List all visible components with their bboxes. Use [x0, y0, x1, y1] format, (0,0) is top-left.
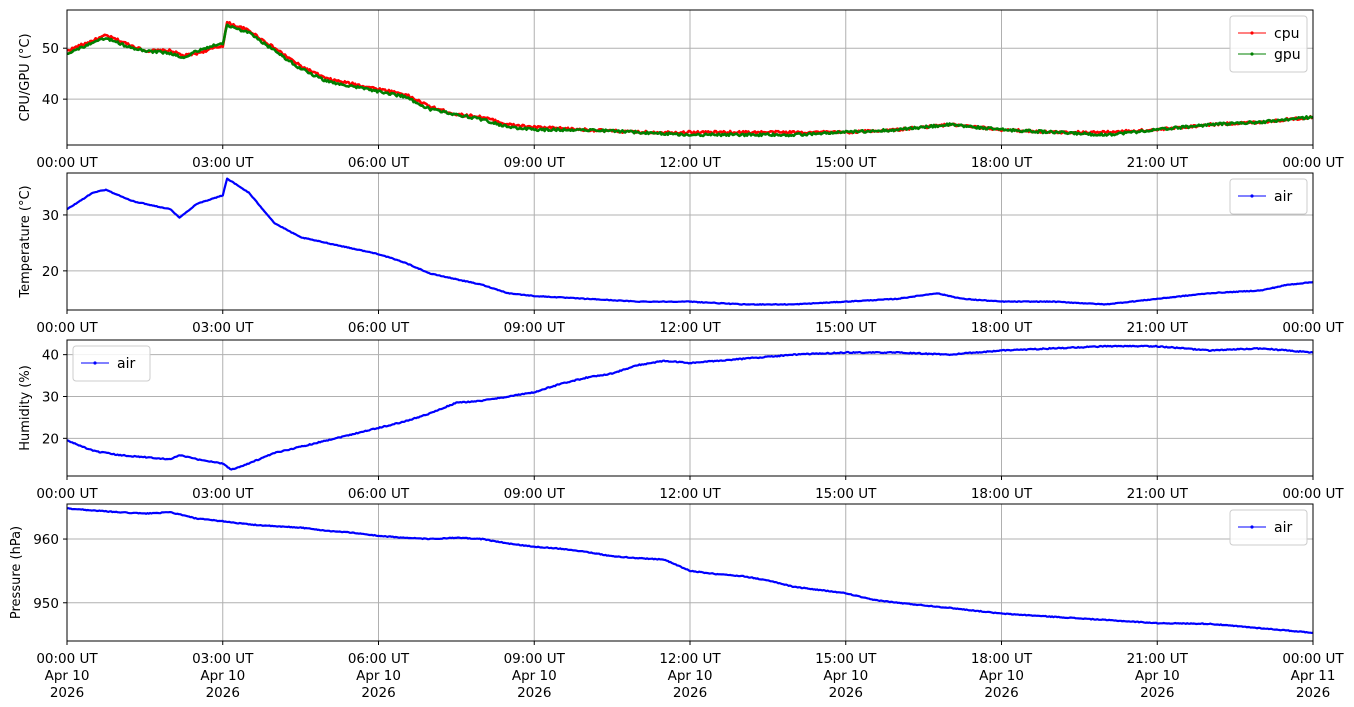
legend-box [72, 345, 151, 382]
x-tick-date: Apr 10 [45, 668, 90, 684]
x-tick-label: 00:00 UT [36, 486, 98, 502]
x-tick-label: 18:00 UT [971, 155, 1033, 171]
x-tick-date: Apr 10 [1135, 668, 1180, 684]
subplots: 40 50 00:00 UT 03:00 UT 06:00 UT 09:00 UT 12:0… [9, 9, 1344, 701]
x-tick-year: 2026 [829, 685, 863, 701]
x-tick-label: 12:00 UT [659, 651, 721, 667]
x-tick-year: 2026 [1296, 685, 1330, 701]
x-tick-year: 2026 [984, 685, 1018, 701]
series-line-air [66, 507, 1314, 634]
x-tick-label: 00:00 UT [1282, 155, 1344, 171]
x-tick-year: 2026 [206, 685, 240, 701]
y-axis-label: CPU/GPU (°C) [18, 33, 33, 121]
legend-marker-gpu [1250, 52, 1254, 56]
legend-marker-air [1250, 525, 1254, 529]
y-tick-label: 40 [42, 348, 59, 364]
y-tick-label: 950 [33, 596, 59, 612]
x-tick-year: 2026 [517, 685, 551, 701]
y-tick-label: 30 [42, 389, 59, 405]
y-tick-label: 40 [42, 92, 59, 108]
x-tick-label: 00:00 UT [36, 651, 98, 667]
legend-label-air: air [117, 356, 135, 372]
y-axis-label: Temperature (°C) [18, 185, 33, 298]
x-tick-label: 09:00 UT [504, 320, 566, 336]
x-tick-label: 03:00 UT [192, 320, 254, 336]
subplot-1: 40 50 00:00 UT 03:00 UT 06:00 UT 09:00 UT 12:0… [18, 9, 1344, 171]
x-tick-year: 2026 [361, 685, 395, 701]
legend-label-air: air [1274, 189, 1292, 205]
x-tick-label: 06:00 UT [348, 320, 410, 336]
x-tick-label: 12:00 UT [659, 486, 721, 502]
y-tick-label: 50 [42, 41, 59, 57]
x-tick-label: 06:00 UT [348, 486, 410, 502]
x-tick-label: 15:00 UT [815, 651, 877, 667]
y-tick-label: 20 [42, 264, 59, 280]
x-tick-label: 21:00 UT [1127, 155, 1189, 171]
subplot-2: 20 30 00:00 UT 03:00 UT 06:00 UT 09:00 UT 12:0… [18, 172, 1344, 336]
x-tick-label: 00:00 UT [1282, 651, 1344, 667]
y-tick-label: 30 [42, 208, 59, 224]
series-line-gpu [67, 23, 1314, 138]
series-line-air [66, 344, 1314, 471]
x-tick-label: 00:00 UT [36, 320, 98, 336]
x-tick-label: 00:00 UT [1282, 320, 1344, 336]
legend-box [1229, 509, 1308, 546]
legend-marker-cpu [1250, 31, 1254, 35]
x-tick-label: 09:00 UT [504, 651, 566, 667]
x-tick-label: 15:00 UT [815, 155, 877, 171]
x-tick-date: Apr 10 [823, 668, 868, 684]
x-tick-date: Apr 10 [356, 668, 401, 684]
x-tick-label: 21:00 UT [1127, 486, 1189, 502]
x-tick-label: 03:00 UT [192, 486, 254, 502]
y-axis-label: Pressure (hPa) [9, 526, 24, 619]
legend: air [72, 345, 151, 382]
x-tick-label: 12:00 UT [659, 155, 721, 171]
x-tick-year: 2026 [673, 685, 707, 701]
x-tick-label: 18:00 UT [971, 320, 1033, 336]
x-tick-date: Apr 10 [979, 668, 1024, 684]
subplot-3: 20 30 40 00:00 UT 03:00 UT 06:00 UT 09:00 UT 12… [18, 339, 1344, 502]
x-tick-label: 06:00 UT [348, 651, 410, 667]
x-tick-label: 12:00 UT [659, 320, 721, 336]
legend-label-gpu: gpu [1274, 47, 1301, 63]
legend: air [1229, 178, 1308, 215]
series-line-air [66, 177, 1314, 306]
x-tick-label: 21:00 UT [1127, 320, 1189, 336]
legend-box [1229, 178, 1308, 215]
x-tick-label: 18:00 UT [971, 486, 1033, 502]
x-tick-label: 03:00 UT [192, 651, 254, 667]
x-tick-label: 09:00 UT [504, 486, 566, 502]
x-tick-label: 18:00 UT [971, 651, 1033, 667]
legend-label-air: air [1274, 520, 1292, 536]
x-tick-date: Apr 10 [200, 668, 245, 684]
y-axis-label: Humidity (%) [18, 365, 33, 451]
x-tick-label: 03:00 UT [192, 155, 254, 171]
legend: air [1229, 509, 1308, 546]
x-tick-label: 21:00 UT [1127, 651, 1189, 667]
x-tick-date: Apr 11 [1291, 668, 1336, 684]
legend-box [1229, 15, 1308, 73]
x-tick-label: 15:00 UT [815, 320, 877, 336]
y-tick-label: 960 [33, 532, 59, 548]
x-tick-year: 2026 [50, 685, 84, 701]
x-tick-year: 2026 [1140, 685, 1174, 701]
legend: cpu gpu [1229, 15, 1308, 73]
x-tick-label: 09:00 UT [504, 155, 566, 171]
legend-label-cpu: cpu [1274, 26, 1299, 42]
legend-marker-air [93, 361, 97, 365]
x-tick-label: 00:00 UT [36, 155, 98, 171]
x-tick-date: Apr 10 [512, 668, 557, 684]
legend-marker-air [1250, 194, 1254, 198]
y-tick-label: 20 [42, 431, 59, 447]
x-tick-label: 15:00 UT [815, 486, 877, 502]
x-tick-date: Apr 10 [668, 668, 713, 684]
x-tick-label: 00:00 UT [1282, 486, 1344, 502]
x-tick-label: 06:00 UT [348, 155, 410, 171]
